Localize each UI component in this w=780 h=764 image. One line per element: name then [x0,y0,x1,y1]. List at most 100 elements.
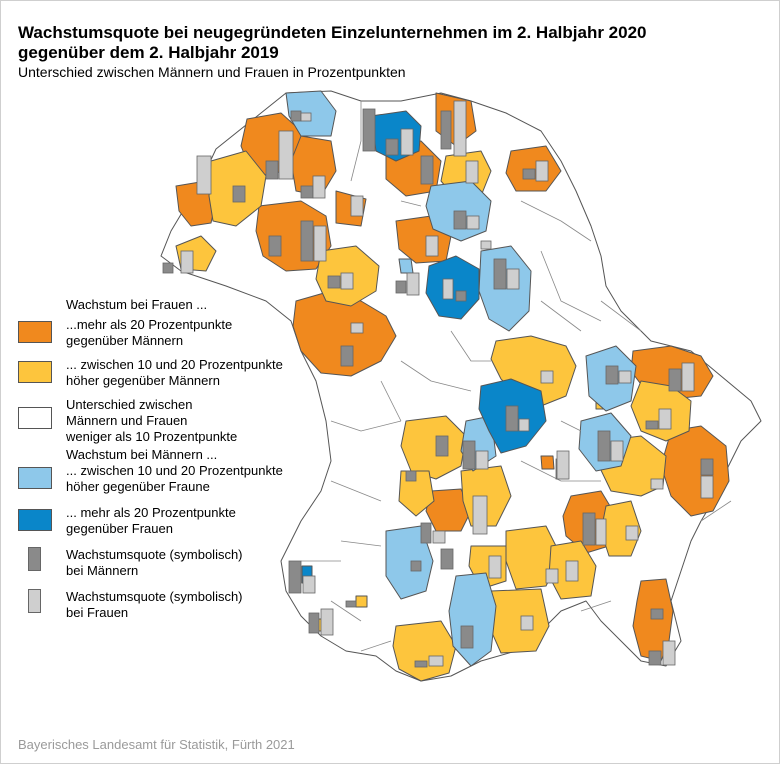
bar-women [466,215,480,230]
bar-men [597,430,611,462]
bar-men [385,138,399,156]
bar-men [420,155,434,185]
map-subtitle: Unterschied zwischen Männern und Frauen … [18,64,406,80]
bar-women [595,518,607,546]
bar-women [658,408,672,430]
bar-men [462,440,476,470]
bar-men [395,280,407,294]
bar-women [475,450,489,470]
region-yellow-9 [398,470,435,517]
bar-women [650,478,664,490]
bar-men [605,365,619,385]
legend-women-heading: Wachstum bei Frauen ... [66,297,208,312]
legend-bar-men [28,547,41,571]
bar-men [522,168,536,180]
legend-label: Unterschied zwischen [66,397,193,412]
region-yellow-8 [400,415,467,480]
bar-women [350,195,364,217]
legend-label: ...mehr als 20 Prozentpunkte [66,317,233,332]
bar-women [350,322,364,334]
legend-bar-women [28,589,41,613]
bar-men [440,548,454,570]
legend-label: höher gegenüber Männern [66,373,220,388]
bar-women [535,160,549,182]
legend-label: ... zwischen 10 und 20 Prozentpunkte [66,463,283,478]
region-lightblue-9 [398,258,414,274]
legend-swatch-blue [18,509,52,531]
bar-women [400,128,414,156]
bar-men [650,608,664,620]
bar-women [465,160,479,184]
bar-men [290,110,302,122]
legend-swatch-white [18,407,52,429]
bar-women [556,450,570,480]
bar-women [540,370,554,384]
bar-women [340,272,354,290]
bar-men [265,160,279,180]
bar-women [313,225,327,262]
legend-swatch-lightblue [18,467,52,489]
legend-label: bei Männern [66,563,139,578]
legend-men-heading: Wachstum bei Männern ... [66,447,218,462]
bar-men [582,512,596,546]
bar-men [162,262,174,274]
region-orange-14 [425,488,472,532]
map-title: Wachstumsquote bei neugegründeten Einzel… [18,23,758,63]
bar-women [681,362,695,392]
legend-label: weniger als 10 Prozentpunkte [66,429,238,444]
bar-women [196,155,212,195]
bar-women [428,655,444,667]
legend-label: gegenüber Männern [66,333,184,348]
region-yellow-14 [488,588,550,654]
legend-label: höher gegenüber Fraune [66,479,210,494]
bar-men [288,560,302,594]
bar-men [420,522,432,544]
bar-women [618,370,632,384]
bar-men [440,110,452,150]
bar-men [648,650,662,666]
bar-men [645,420,659,430]
bar-women [320,608,334,636]
bar-women [565,560,579,582]
title-line-2: gegenüber dem 2. Halbjahr 2019 [18,43,279,62]
bar-men [410,560,422,572]
bar-men [460,625,474,649]
bar-men [362,108,376,152]
bar-men [300,220,314,262]
bar-men [493,258,507,290]
bar-women [453,100,467,157]
bar-women [406,272,420,296]
bar-women [472,495,488,535]
bar-men [700,458,714,476]
bar-men [308,612,320,634]
legend-label: Wachstumsquote (symbolisch) [66,547,243,562]
legend-label: Wachstumsquote (symbolisch) [66,589,243,604]
bar-women [520,615,534,631]
bar-women [488,555,502,579]
bar-men [300,185,314,199]
bar-men [505,405,519,432]
bar-women [610,440,624,462]
bar-men [232,185,246,203]
source-note: Bayerisches Landesamt für Statistik, Für… [18,737,295,752]
bar-men [435,435,449,457]
bar-women [312,175,326,199]
legend-label: ... zwischen 10 und 20 Prozentpunkte [66,357,283,372]
bar-women [625,525,639,541]
district-borders [301,101,732,652]
legend-label: ... mehr als 20 Prozentpunkte [66,505,236,520]
bar-women [506,268,520,290]
bar-men [345,600,357,608]
bar-women [442,278,454,300]
bar-men [405,470,417,482]
bar-women [300,112,312,122]
bar-men [414,660,428,668]
bar-men [453,210,467,230]
legend-label: bei Frauen [66,605,129,620]
bar-men [327,275,341,289]
region-yellow-17 [355,595,368,608]
bar-women [480,240,492,250]
bar-men [668,368,682,392]
